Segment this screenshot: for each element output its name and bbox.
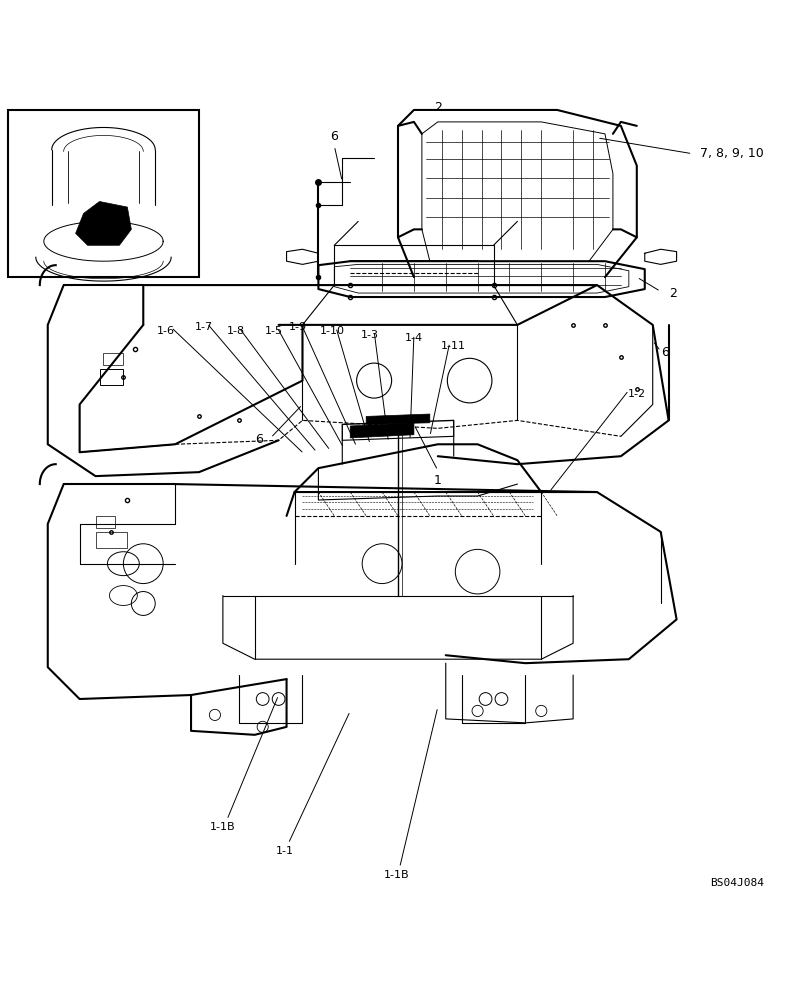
Polygon shape [350, 423, 414, 438]
Bar [100, 369, 123, 385]
Text: 6: 6 [255, 433, 263, 446]
Text: 1-3: 1-3 [361, 330, 379, 340]
Polygon shape [366, 414, 430, 424]
Text: 1-11: 1-11 [441, 341, 466, 351]
Text: 1-4: 1-4 [405, 333, 423, 343]
Bar [8, 110, 199, 277]
Bar [96, 532, 127, 548]
Text: 1-2: 1-2 [628, 389, 646, 399]
Text: 1-10: 1-10 [320, 326, 345, 336]
Text: 7, 8, 9, 10: 7, 8, 9, 10 [700, 147, 764, 160]
Text: 1-8: 1-8 [227, 326, 244, 336]
Text: 6: 6 [661, 346, 669, 359]
Text: 1-1B: 1-1B [210, 822, 236, 832]
Bar [103, 353, 123, 365]
Text: 1-7: 1-7 [195, 322, 213, 332]
Text: 2: 2 [669, 287, 677, 300]
Text: 1-5: 1-5 [265, 326, 283, 336]
Polygon shape [76, 202, 131, 245]
Text: 1-1B: 1-1B [384, 870, 409, 880]
Text: 6: 6 [330, 130, 338, 143]
Text: BS04J084: BS04J084 [710, 878, 764, 888]
Text: 2: 2 [434, 101, 442, 114]
Text: 1-1: 1-1 [276, 846, 294, 856]
Text: 1: 1 [434, 474, 442, 487]
Bar [96, 516, 115, 528]
Text: 1-6: 1-6 [157, 326, 174, 336]
Text: 1-9: 1-9 [289, 322, 306, 332]
